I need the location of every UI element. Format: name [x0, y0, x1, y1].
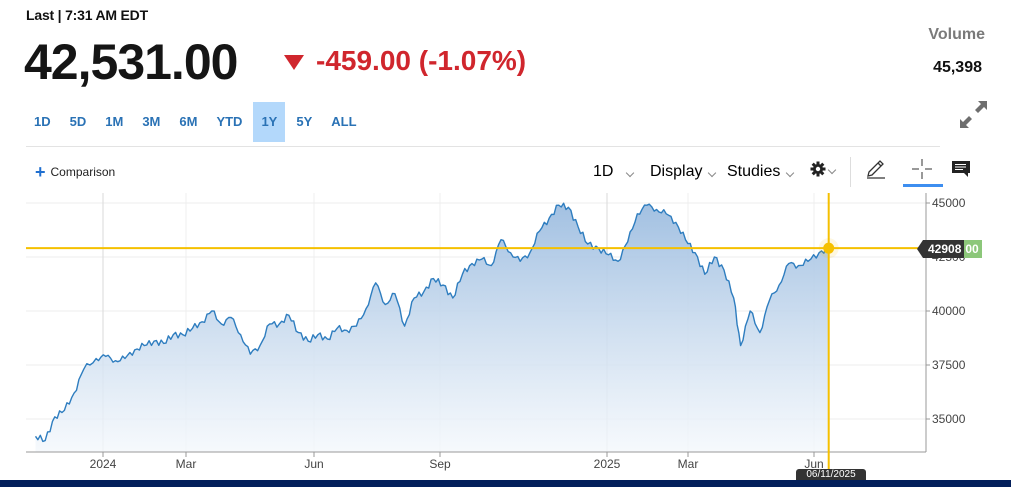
divider	[26, 146, 940, 147]
svg-text:Jun: Jun	[304, 457, 323, 471]
svg-text:40000: 40000	[932, 304, 966, 318]
chart-axes: 35000375004000042500450002024MarJunSep20…	[26, 193, 966, 471]
range-tab-ytd[interactable]: YTD	[216, 114, 243, 129]
interval-label: 1D	[593, 163, 614, 180]
down-arrow-icon	[284, 54, 304, 70]
crosshair	[26, 193, 926, 480]
crosshair-price-label: 42908	[916, 240, 965, 258]
time-range-tabs: 1D 5D 1M 3M 6M YTD 1Y 5Y ALL	[26, 102, 368, 142]
footer-bar	[0, 480, 1011, 487]
comment-icon[interactable]	[951, 160, 971, 178]
last-updated-label: Last | 7:31 AM EDT	[26, 7, 148, 23]
last-price: 42,531.00	[24, 34, 238, 90]
pencil-icon[interactable]	[865, 158, 887, 180]
display-dropdown[interactable]: Display	[650, 163, 717, 181]
crosshair-price-tag: 42908 00	[916, 240, 982, 258]
svg-text:Mar: Mar	[176, 457, 197, 471]
svg-text:35000: 35000	[932, 412, 966, 426]
range-tab-all[interactable]: ALL	[331, 114, 357, 129]
range-tab-6m[interactable]: 6M	[179, 114, 198, 129]
crosshair-icon[interactable]	[911, 158, 933, 180]
svg-text:Sep: Sep	[429, 457, 451, 471]
interval-dropdown[interactable]: 1D	[593, 163, 635, 181]
range-tab-3m[interactable]: 3M	[142, 114, 161, 129]
price-change-value: -459.00 (-1.07%)	[316, 45, 527, 76]
last-price-tag: 00	[964, 240, 982, 258]
price-area	[35, 203, 829, 452]
settings-dropdown[interactable]	[810, 161, 837, 177]
comparison-button[interactable]: + Comparison	[35, 162, 116, 182]
expand-icon[interactable]	[960, 101, 987, 128]
svg-text:2024: 2024	[90, 457, 117, 471]
range-tab-1y[interactable]: 1Y	[253, 102, 286, 142]
range-tab-1m[interactable]: 1M	[105, 114, 124, 129]
price-change: -459.00 (-1.07%)	[284, 44, 526, 78]
crosshair-date-label: 06/11/2025	[796, 469, 866, 481]
range-tab-5d[interactable]: 5D	[69, 114, 87, 129]
volume-value: 45,398	[933, 59, 982, 76]
svg-text:45000: 45000	[932, 196, 966, 210]
gear-icon	[810, 161, 826, 177]
studies-dropdown[interactable]: Studies	[727, 163, 795, 181]
display-label: Display	[650, 163, 703, 180]
range-tab-1d[interactable]: 1D	[34, 114, 51, 129]
svg-text:37500: 37500	[932, 358, 966, 372]
studies-label: Studies	[727, 163, 781, 180]
range-tab-5y[interactable]: 5Y	[296, 114, 313, 129]
svg-text:2025: 2025	[594, 457, 621, 471]
svg-text:Mar: Mar	[678, 457, 699, 471]
crosshair-active-indicator	[903, 184, 943, 187]
comparison-label: Comparison	[50, 165, 116, 179]
plus-icon: +	[35, 162, 46, 182]
volume-label: Volume	[928, 26, 985, 43]
svg-text:Jun: Jun	[804, 457, 823, 471]
toolbar-divider	[850, 157, 851, 187]
price-line	[34, 202, 830, 443]
